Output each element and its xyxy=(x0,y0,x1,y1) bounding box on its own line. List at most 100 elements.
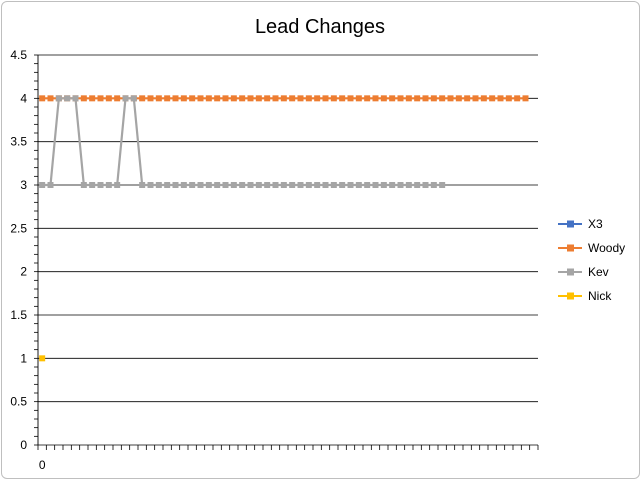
data-point-kev xyxy=(122,95,129,102)
data-point-woody xyxy=(447,95,454,102)
data-point-kev xyxy=(297,182,304,188)
data-point-woody xyxy=(330,95,337,102)
axes: 0 0.5 1 1.5 2 2.5 3 3.5 4 4.5 0 xyxy=(10,48,539,472)
data-point-woody xyxy=(205,95,212,102)
data-point-kev xyxy=(230,182,237,188)
legend-label-woody: Woody xyxy=(588,241,625,255)
data-point-kev xyxy=(180,182,187,188)
data-point-kev xyxy=(355,182,362,188)
data-point-kev xyxy=(322,182,329,188)
series-woody xyxy=(39,95,529,102)
data-point-woody xyxy=(172,95,179,102)
y-tick-label: 3 xyxy=(20,178,27,192)
data-point-kev xyxy=(389,182,396,188)
data-point-woody xyxy=(297,95,304,102)
data-point-woody xyxy=(89,95,96,102)
data-point-woody xyxy=(314,95,321,102)
legend: X3 Woody Kev Nick xyxy=(558,217,625,303)
data-point-kev xyxy=(197,182,204,188)
data-point-woody xyxy=(439,95,446,102)
chart-title: Lead Changes xyxy=(255,16,385,38)
data-point-kev xyxy=(155,182,162,188)
data-point-woody xyxy=(322,95,329,102)
data-point-woody xyxy=(147,95,154,102)
data-point-woody xyxy=(522,95,529,102)
data-point-woody xyxy=(164,95,171,102)
data-point-kev xyxy=(264,182,271,188)
data-point-woody xyxy=(222,95,229,102)
data-point-kev xyxy=(105,182,112,188)
legend-label-x3: X3 xyxy=(588,217,603,231)
gridlines xyxy=(38,54,538,446)
data-point-kev xyxy=(189,182,196,188)
legend-item-kev: Kev xyxy=(558,265,609,279)
data-point-kev xyxy=(97,182,104,188)
data-point-kev xyxy=(164,182,171,188)
x-tick-label: 0 xyxy=(39,458,46,472)
legend-label-kev: Kev xyxy=(588,265,609,279)
data-point-woody xyxy=(155,95,162,102)
data-point-kev xyxy=(39,182,46,188)
data-point-woody xyxy=(339,95,346,102)
y-tick-label: 4 xyxy=(20,91,27,105)
data-point-kev xyxy=(64,95,71,102)
data-point-kev xyxy=(139,182,146,188)
data-point-kev xyxy=(214,182,221,188)
data-point-kev xyxy=(380,182,387,188)
data-point-kev xyxy=(305,182,312,188)
plot-series xyxy=(39,95,529,362)
data-point-woody xyxy=(497,95,504,102)
data-point-kev xyxy=(47,182,54,188)
data-point-woody xyxy=(264,95,271,102)
y-tick-label: 2.5 xyxy=(10,221,27,235)
data-point-kev xyxy=(55,95,62,102)
legend-label-nick: Nick xyxy=(588,289,612,303)
data-point-woody xyxy=(347,95,354,102)
data-point-woody xyxy=(430,95,437,102)
data-point-woody xyxy=(364,95,371,102)
data-point-kev xyxy=(222,182,229,188)
data-point-woody xyxy=(397,95,404,102)
y-tick-label: 0 xyxy=(20,438,27,452)
data-point-woody xyxy=(355,95,362,102)
data-point-kev xyxy=(89,182,96,188)
data-point-kev xyxy=(330,182,337,188)
legend-marker-nick xyxy=(567,292,574,300)
data-point-woody xyxy=(472,95,479,102)
data-point-woody xyxy=(80,95,87,102)
data-point-kev xyxy=(280,182,287,188)
data-point-woody xyxy=(489,95,496,102)
data-point-kev xyxy=(72,95,79,102)
data-point-woody xyxy=(305,95,312,102)
data-point-kev xyxy=(239,182,246,188)
data-point-kev xyxy=(397,182,404,188)
data-point-woody xyxy=(139,95,146,102)
data-point-kev xyxy=(314,182,321,188)
data-point-woody xyxy=(197,95,204,102)
data-point-woody xyxy=(280,95,287,102)
series-kev xyxy=(39,95,446,188)
data-point-woody xyxy=(189,95,196,102)
data-point-kev xyxy=(272,182,279,188)
legend-marker-x3 xyxy=(567,220,574,228)
data-point-woody xyxy=(214,95,221,102)
data-point-kev xyxy=(439,182,446,188)
data-point-woody xyxy=(47,95,54,102)
data-point-woody xyxy=(389,95,396,102)
data-point-kev xyxy=(130,95,137,102)
data-point-woody xyxy=(230,95,237,102)
y-tick-label: 1 xyxy=(20,351,27,365)
data-point-woody xyxy=(289,95,296,102)
legend-item-nick: Nick xyxy=(558,289,612,303)
data-point-woody xyxy=(414,95,421,102)
data-point-woody xyxy=(255,95,262,102)
y-tick-label: 3.5 xyxy=(10,135,27,149)
data-point-woody xyxy=(239,95,246,102)
data-point-kev xyxy=(414,182,421,188)
data-point-woody xyxy=(455,95,462,102)
y-tick-label: 1.5 xyxy=(10,308,27,322)
data-point-woody xyxy=(105,95,112,102)
data-point-woody xyxy=(380,95,387,102)
data-point-kev xyxy=(372,182,379,188)
